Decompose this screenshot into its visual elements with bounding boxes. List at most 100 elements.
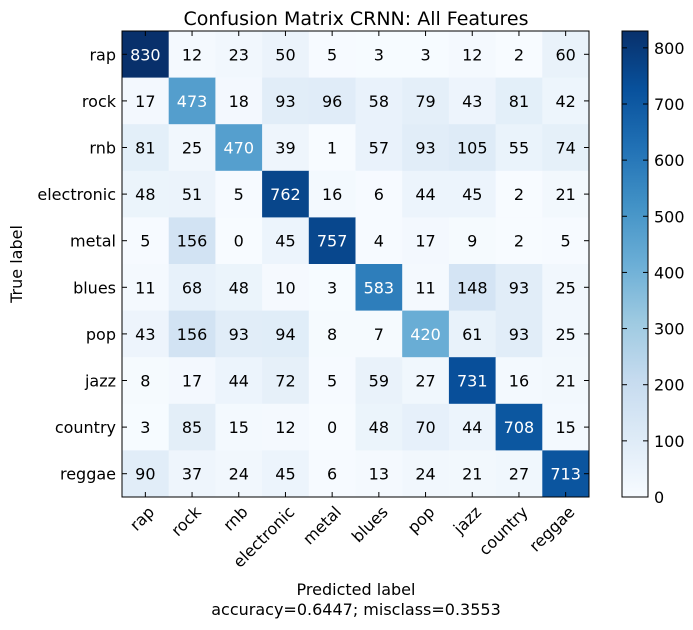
cell-value-label: 85 xyxy=(182,418,202,437)
cell-value-label: 11 xyxy=(415,278,435,297)
cell-value-label: 70 xyxy=(415,418,435,437)
heatmap-cells xyxy=(122,31,590,498)
heatmap-cell xyxy=(122,31,170,79)
cell-value-label: 5 xyxy=(140,232,150,251)
heatmap-cell xyxy=(542,264,590,312)
x-tick-label: rnb xyxy=(219,502,251,534)
cell-value-label: 94 xyxy=(275,325,295,344)
heatmap-cell xyxy=(495,31,543,79)
cell-value-label: 830 xyxy=(130,45,161,64)
y-tick-label: metal xyxy=(70,232,116,251)
cell-value-label: 24 xyxy=(415,465,435,484)
heatmap-cell xyxy=(262,450,310,498)
cell-value-label: 708 xyxy=(504,418,535,437)
heatmap-cell xyxy=(168,357,216,405)
cell-value-label: 50 xyxy=(275,45,295,64)
heatmap-cell xyxy=(402,170,450,218)
cell-value-label: 48 xyxy=(135,185,155,204)
colorbar-tick-label: 400 xyxy=(654,263,685,282)
x-axis-sublabel: accuracy=0.6447; misclass=0.3553 xyxy=(211,600,501,619)
cell-value-label: 156 xyxy=(177,325,208,344)
cell-value-label: 17 xyxy=(415,232,435,251)
heatmap-cell xyxy=(122,450,170,498)
heatmap-cell xyxy=(308,217,356,265)
colorbar-tick-label: 200 xyxy=(654,376,685,395)
cell-value-label: 72 xyxy=(275,372,295,391)
y-tick-label: rap xyxy=(89,45,116,64)
cell-value-label: 470 xyxy=(223,139,254,158)
heatmap-cell xyxy=(262,310,310,358)
cell-value-label: 43 xyxy=(462,92,482,111)
cell-value-label: 57 xyxy=(369,139,389,158)
cell-value-label: 96 xyxy=(322,92,342,111)
cell-value-label: 5 xyxy=(327,45,337,64)
heatmap-cell xyxy=(355,450,403,498)
heatmap-cell xyxy=(262,124,310,172)
cell-value-label: 156 xyxy=(177,232,208,251)
x-tick-label: country xyxy=(475,502,532,559)
heatmap-cell xyxy=(308,31,356,79)
cell-value-label: 55 xyxy=(509,139,529,158)
cell-value-label: 13 xyxy=(369,465,389,484)
heatmap-cell xyxy=(168,31,216,79)
cell-value-label: 15 xyxy=(229,418,249,437)
heatmap-cell xyxy=(308,310,356,358)
heatmap-cell xyxy=(448,357,497,405)
cell-value-label: 8 xyxy=(140,372,150,391)
cell-value-label: 90 xyxy=(135,465,155,484)
y-tick-label: electronic xyxy=(37,185,116,204)
cell-value-label: 10 xyxy=(275,278,295,297)
heatmap-cell xyxy=(122,77,170,125)
cell-value-label: 45 xyxy=(275,465,295,484)
colorbar-tick-label: 500 xyxy=(654,207,685,226)
cell-value-label: 23 xyxy=(229,45,249,64)
heatmap-cell xyxy=(402,403,450,451)
y-tick-label: rock xyxy=(82,92,117,111)
cell-value-label: 3 xyxy=(420,45,430,64)
cell-value-label: 3 xyxy=(374,45,384,64)
heatmap-cell xyxy=(355,124,403,172)
cell-value-label: 21 xyxy=(555,185,575,204)
heatmap-cell xyxy=(448,170,497,218)
x-tick-label: jazz xyxy=(449,502,485,538)
chart-title: Confusion Matrix CRNN: All Features xyxy=(183,8,528,30)
colorbar-tick-label: 700 xyxy=(654,95,685,114)
cell-value-label: 5 xyxy=(327,372,337,391)
heatmap-cell xyxy=(448,450,497,498)
cell-value-label: 762 xyxy=(270,185,301,204)
cell-value-label: 0 xyxy=(234,232,244,251)
heatmap-cell xyxy=(542,170,590,218)
cell-value-label: 81 xyxy=(135,139,155,158)
heatmap-cell xyxy=(495,124,543,172)
heatmap-cell xyxy=(495,264,543,312)
heatmap-cell xyxy=(402,77,450,125)
cell-value-label: 45 xyxy=(462,185,482,204)
colorbar-tick-label: 300 xyxy=(654,320,685,339)
heatmap-cell xyxy=(308,403,356,451)
heatmap-cell xyxy=(122,310,170,358)
heatmap-cell xyxy=(215,31,263,79)
cell-value-label: 731 xyxy=(457,372,488,391)
heatmap-cell xyxy=(168,450,216,498)
heatmap-cell xyxy=(542,31,590,79)
cell-value-label: 7 xyxy=(374,325,384,344)
heatmap-cell xyxy=(122,217,170,265)
axis-ticks xyxy=(122,31,589,497)
cell-value-label: 105 xyxy=(457,139,488,158)
heatmap-cell xyxy=(495,357,543,405)
cell-value-label: 15 xyxy=(555,418,575,437)
heatmap-cell xyxy=(542,77,590,125)
cell-value-label: 27 xyxy=(415,372,435,391)
cell-value-label: 59 xyxy=(369,372,389,391)
cell-value-label: 12 xyxy=(182,45,202,64)
heatmap-cell xyxy=(308,170,356,218)
heatmap-cell xyxy=(448,124,497,172)
heatmap-cell xyxy=(215,217,263,265)
x-tick-label: reggae xyxy=(525,502,578,555)
cell-value-label: 1 xyxy=(327,139,337,158)
heatmap-cell xyxy=(402,217,450,265)
cell-value-label: 93 xyxy=(509,325,529,344)
heatmap-cell xyxy=(262,77,310,125)
heatmap-cell xyxy=(355,264,403,312)
